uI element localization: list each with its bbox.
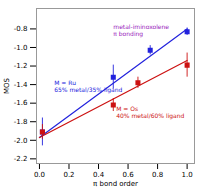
svg-text:0.8: 0.8 (152, 171, 163, 179)
svg-text:-1.6: -1.6 (14, 99, 28, 107)
svg-text:metal-iminoxolene: metal-iminoxolene (113, 23, 169, 30)
svg-text:0.0: 0.0 (34, 171, 45, 179)
svg-text:M = Os: M = Os (116, 105, 138, 112)
svg-text:0.6: 0.6 (122, 171, 134, 179)
svg-text:π bonding: π bonding (113, 30, 143, 38)
svg-text:65% metal/35% ligand: 65% metal/35% ligand (54, 86, 122, 94)
svg-text:-1.4: -1.4 (14, 81, 28, 89)
svg-text:-0.8: -0.8 (14, 25, 28, 33)
svg-text:-1.0: -1.0 (14, 44, 28, 52)
svg-text:40% metal/60% ligand: 40% metal/60% ligand (116, 112, 184, 120)
svg-text:-1.8: -1.8 (14, 118, 28, 126)
svg-text:π bond order: π bond order (93, 180, 138, 188)
svg-text:-2.0: -2.0 (14, 137, 28, 145)
svg-text:1.0: 1.0 (182, 171, 193, 179)
svg-text:M = Ru: M = Ru (54, 79, 76, 86)
svg-text:0.4: 0.4 (93, 171, 105, 179)
svg-text:-2.2: -2.2 (14, 155, 28, 163)
svg-text:0.2: 0.2 (63, 171, 74, 179)
svg-text:-1.2: -1.2 (14, 62, 28, 70)
svg-text:MOS: MOS (3, 77, 11, 94)
